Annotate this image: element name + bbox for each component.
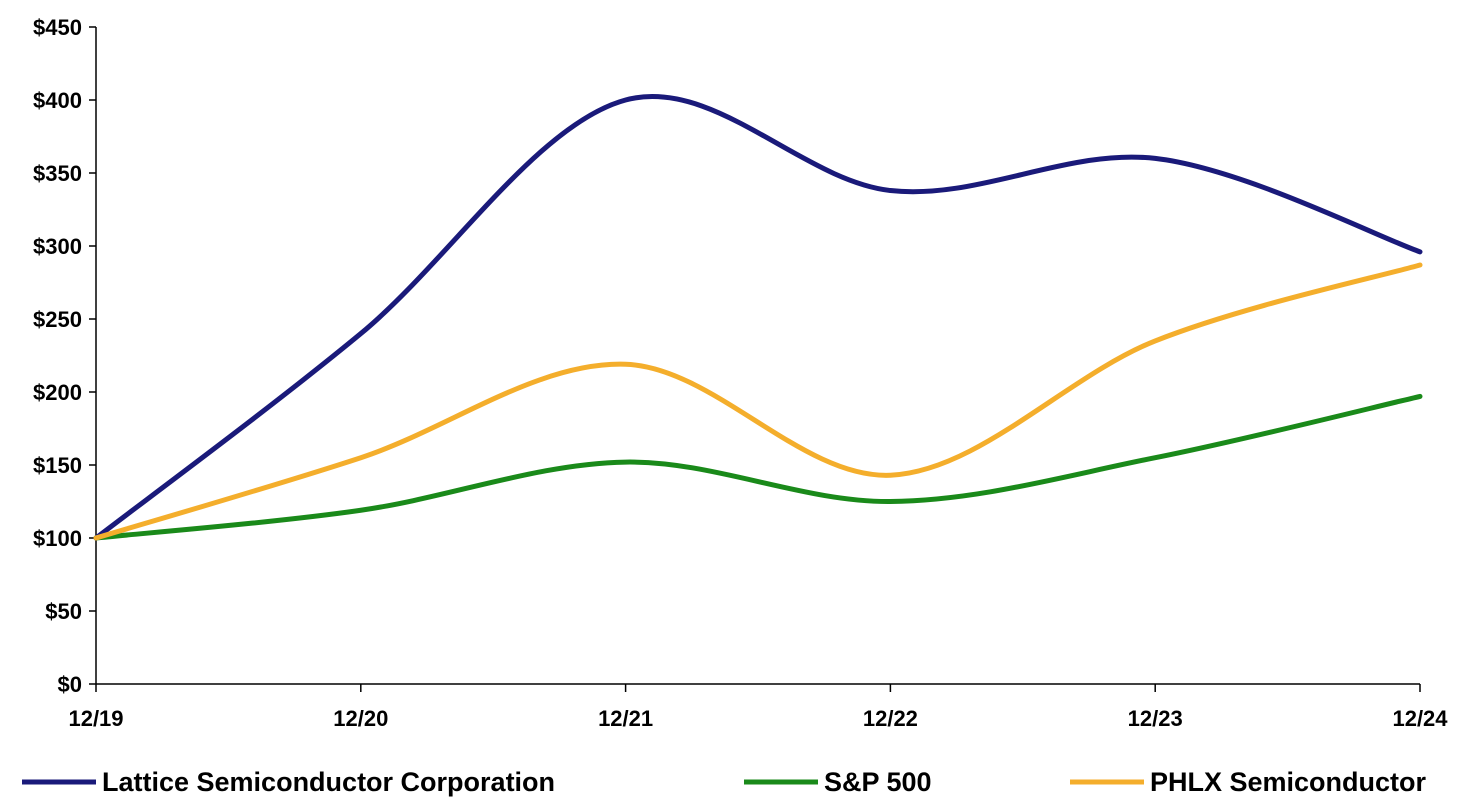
legend-label-1: S&P 500 — [824, 767, 932, 797]
y-tick-label: $50 — [45, 599, 82, 624]
series-lines — [93, 94, 1423, 541]
legend-label-2: PHLX Semiconductor — [1150, 767, 1427, 797]
series-line-2 — [93, 262, 1423, 541]
y-tick-label: $0 — [58, 672, 82, 697]
series-line-1 — [93, 393, 1423, 541]
legend: Lattice Semiconductor Corporation S&P 500… — [22, 767, 1427, 797]
axes: $0 $50 $100 $150 $200 $250 $300 $350 $400 $450 12/… — [33, 15, 1448, 731]
y-tick-label: $250 — [33, 307, 82, 332]
x-tick-label: 12/19 — [68, 706, 123, 731]
x-tick-label: 12/22 — [863, 706, 918, 731]
y-tick-label: $300 — [33, 234, 82, 259]
y-tick-label: $200 — [33, 380, 82, 405]
x-tick-label: 12/24 — [1392, 706, 1448, 731]
y-tick-label: $450 — [33, 15, 82, 40]
legend-label-0: Lattice Semiconductor Corporation — [102, 767, 555, 797]
y-tick-label: $350 — [33, 161, 82, 186]
x-tick-label: 12/21 — [598, 706, 653, 731]
y-tick-label: $150 — [33, 453, 82, 478]
x-tick-label: 12/23 — [1128, 706, 1183, 731]
y-tick-label: $400 — [33, 88, 82, 113]
y-tick-label: $100 — [33, 526, 82, 551]
x-tick-label: 12/20 — [333, 706, 388, 731]
series-line-0 — [93, 94, 1423, 541]
